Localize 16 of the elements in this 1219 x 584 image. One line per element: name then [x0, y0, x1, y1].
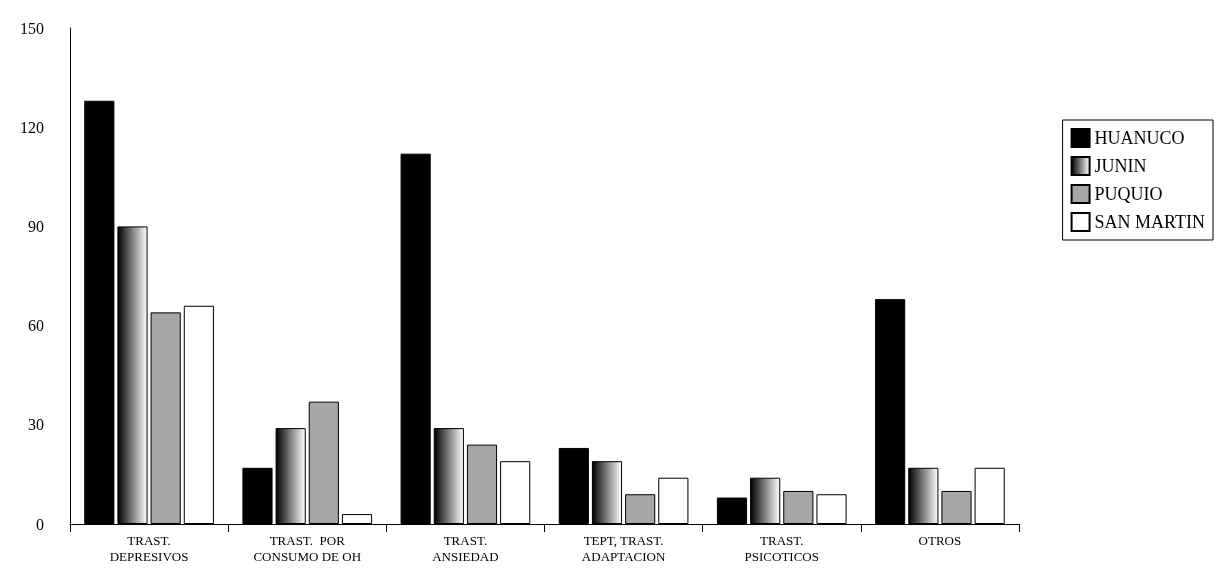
- legend-label: SAN MARTIN: [1094, 212, 1206, 232]
- legend-label: PUQUIO: [1094, 184, 1163, 204]
- legend-label: HUANUCO: [1094, 128, 1185, 148]
- y-tick-label: 120: [20, 118, 44, 136]
- x-tick-label: TRAST. DEPRESIVOS: [109, 532, 189, 564]
- x-tick-label: TRAST. PSICOTICOS: [744, 532, 819, 564]
- y-tick-label: 150: [20, 19, 44, 37]
- y-tick-label: 30: [28, 416, 44, 434]
- y-tick-label: 0: [36, 515, 44, 533]
- legend-label: JUNIN: [1094, 156, 1147, 176]
- x-tick-label: TEPT, TRAST. ADAPTACION: [581, 532, 666, 564]
- x-tick-label: TRAST. POR CONSUMO DE OH: [253, 532, 362, 564]
- x-tick-label: OTROS: [918, 532, 962, 548]
- y-tick-label: 90: [28, 217, 44, 235]
- x-tick-label: TRAST. ANSIEDAD: [432, 532, 499, 564]
- y-tick-label: 60: [28, 317, 44, 335]
